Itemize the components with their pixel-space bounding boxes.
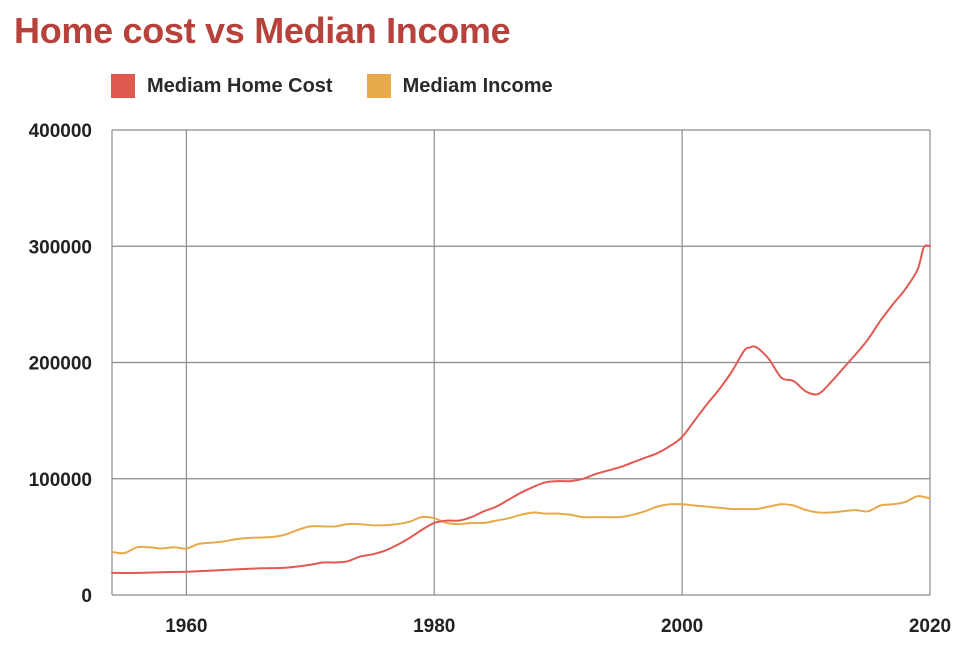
legend-label-income: Mediam Income [402, 74, 553, 97]
legend: Mediam Home Cost Mediam Income [111, 74, 587, 98]
legend-item-home-cost[interactable]: Mediam Home Cost [111, 74, 333, 98]
legend-swatch-home-cost [111, 74, 135, 98]
series-line-home-cost [111, 244, 931, 574]
y-tick-label-0: 0 [81, 586, 92, 607]
legend-label-home-cost: Mediam Home Cost [147, 74, 333, 97]
x-tick-label-2000: 2000 [661, 616, 703, 637]
x-tick-label-2020: 2020 [909, 616, 951, 637]
x-tick-label-1980: 1980 [413, 616, 455, 637]
x-tick-label-1960: 1960 [165, 616, 207, 637]
chart-title: Home cost vs Median Income [14, 10, 511, 51]
series-line-income [111, 495, 931, 555]
y-tick-label-100000: 100000 [29, 470, 92, 491]
legend-item-income[interactable]: Mediam Income [366, 74, 553, 98]
y-tick-label-200000: 200000 [29, 354, 92, 375]
y-tick-label-400000: 400000 [29, 121, 92, 142]
legend-swatch-income [366, 74, 391, 98]
y-tick-label-300000: 300000 [29, 237, 92, 258]
